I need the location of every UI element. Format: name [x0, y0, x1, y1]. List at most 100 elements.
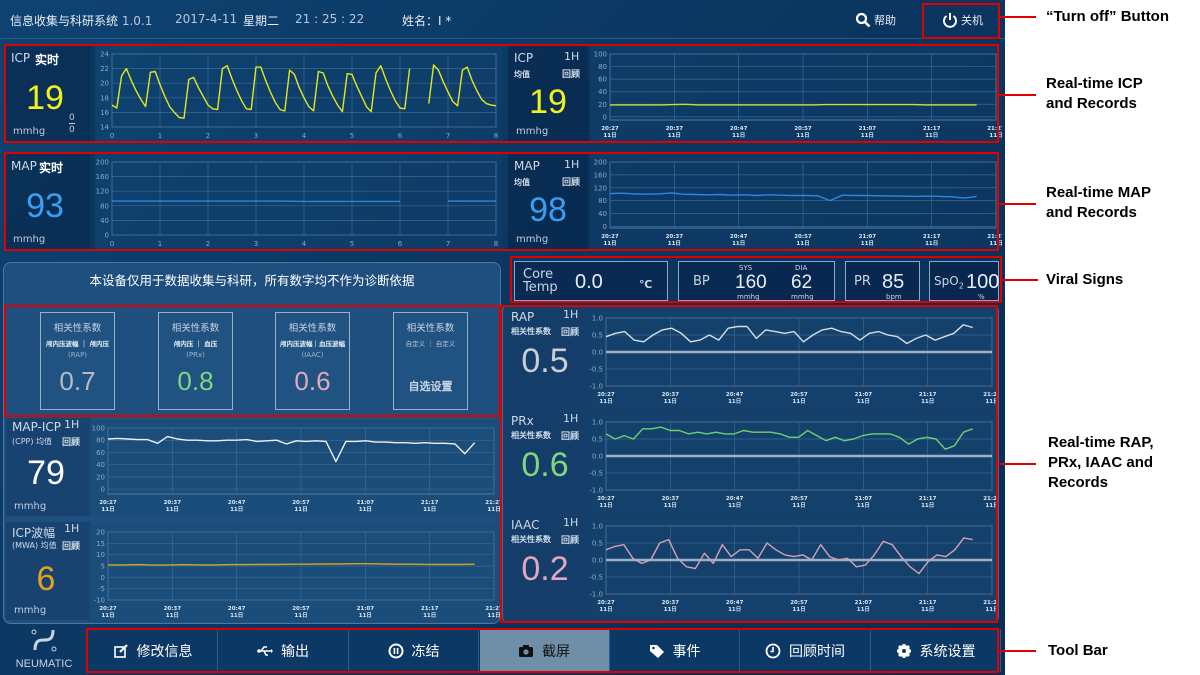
- review-button[interactable]: 回顾: [561, 432, 580, 442]
- annotation-vitals: Viral Signs: [1046, 271, 1124, 288]
- x-tick-sublabel: 11日: [603, 132, 616, 139]
- patient-name: 姓名：I *: [402, 14, 452, 28]
- annotation-icp: Real-time ICP and Records: [1046, 75, 1143, 112]
- x-tick-label: 20:47: [726, 600, 744, 606]
- usb-icon: [257, 645, 273, 656]
- y-tick-label: 0: [101, 486, 105, 494]
- correlation-box[interactable]: 相关性系数 颅内压波幅｜血压波幅 (IAAC) 0.6: [275, 312, 350, 410]
- y-tick-label: 14: [100, 124, 109, 132]
- correlation-value[interactable]: 自选设置: [408, 381, 453, 393]
- y-tick-label: 0.5: [592, 540, 603, 548]
- toolbar-button[interactable]: 截屏: [479, 629, 610, 672]
- y-tick-label: 1.0: [592, 419, 603, 427]
- y-tick-label: 160: [594, 171, 607, 179]
- review-button[interactable]: 回顾: [561, 536, 580, 546]
- annotation-box-toolbar: [86, 628, 999, 673]
- x-tick-label: 20:47: [726, 496, 744, 502]
- icp-1h-readout: ICP 1H 均值 回顾 19 mmhg: [508, 45, 590, 141]
- x-tick-sublabel: 11日: [603, 240, 616, 247]
- x-tick-label: 21:17: [421, 500, 439, 506]
- x-tick-sublabel: 11日: [989, 132, 1002, 139]
- x-tick-sublabel: 11日: [294, 506, 307, 513]
- gear-icon: [896, 643, 911, 658]
- review-button[interactable]: 回顾: [562, 178, 581, 188]
- toolbar-button[interactable]: 冻结: [349, 629, 479, 672]
- correlation-box[interactable]: 相关性系数 自定义 ｜ 自定义 自选设置: [393, 312, 468, 410]
- clock-icon: [765, 643, 781, 658]
- x-tick-label: 20:57: [794, 234, 812, 240]
- annotation-box-turnoff: [922, 3, 1000, 39]
- y-tick-label: 5: [101, 563, 105, 571]
- x-tick-label: 5: [350, 240, 354, 248]
- correlation-box[interactable]: 相关性系数 颅内压波幅 ｜ 颅内压 (RAP) 0.7: [40, 312, 115, 410]
- x-tick-sublabel: 11日: [599, 502, 612, 509]
- review-button[interactable]: 回顾: [62, 438, 81, 448]
- series-line: [605, 324, 973, 345]
- tag-icon: [649, 644, 664, 658]
- iaac-readout: IAAC 1H 相关性系数 回顾 0.2: [505, 516, 587, 616]
- x-tick-label: 20:27: [99, 500, 117, 506]
- y-tick-label: 18: [100, 94, 109, 102]
- y-tick-label: 200: [594, 159, 607, 167]
- x-tick-sublabel: 11日: [664, 398, 677, 405]
- toolbar-button[interactable]: 回顾时间: [740, 629, 871, 672]
- x-tick-sublabel: 11日: [664, 606, 677, 613]
- correlation-box[interactable]: 相关性系数 颅内压 ｜ 血压 (PRx) 0.8: [158, 312, 233, 410]
- review-button[interactable]: 回顾: [561, 328, 580, 338]
- x-tick-sublabel: 11日: [101, 506, 114, 513]
- shutdown-button[interactable]: 关机: [942, 12, 983, 28]
- y-tick-label: 40: [598, 210, 607, 218]
- map-1h-readout: MAP 1H 均值 回顾 98 mmhg: [508, 153, 590, 249]
- x-tick-label: 5: [350, 132, 354, 140]
- x-tick-sublabel: 11日: [668, 132, 681, 139]
- x-tick-sublabel: 11日: [921, 502, 934, 509]
- x-tick-sublabel: 11日: [728, 606, 741, 613]
- x-tick-label: 20:57: [790, 600, 808, 606]
- x-tick-label: 21:07: [859, 234, 877, 240]
- x-tick-label: 20:57: [790, 496, 808, 502]
- toolbar-button[interactable]: 输出: [218, 629, 349, 672]
- y-tick-label: 0: [101, 574, 105, 582]
- y-tick-label: 0.0: [592, 557, 603, 565]
- y-tick-label: 0.0: [592, 453, 603, 461]
- x-tick-sublabel: 11日: [359, 506, 372, 513]
- x-tick-label: 20:37: [662, 600, 680, 606]
- y-tick-label: -1.0: [589, 487, 603, 495]
- chart-svg: 0408012016020020:2711日20:3711日20:4711日20…: [594, 159, 1005, 248]
- annotation-box-correlations: [4, 305, 501, 417]
- rap-chart: -1.0 -0.5 0.0 0.5 1.0 20:27 11日 20:37 11日 20:47 11…: [584, 310, 1001, 408]
- x-tick-label: 3: [254, 240, 258, 248]
- date: 2017-4-11: [175, 12, 238, 26]
- annotation-box-indices: [500, 305, 998, 623]
- chart-svg: 14 16 18 20 22 24 0 1 2 3 4 5 6 7 8: [100, 51, 498, 141]
- x-tick-sublabel: 11日: [792, 606, 805, 613]
- spo2-box: SpO2 100 %: [929, 261, 999, 301]
- rap-readout: RAP 1H 相关性系数 回顾 0.5: [505, 308, 587, 408]
- app-title: 信息收集与科研系统 1.0.1: [10, 14, 153, 28]
- correlation-value: 0.8: [177, 366, 214, 396]
- annotation-line: [999, 203, 1036, 205]
- x-tick-sublabel: 11日: [861, 132, 874, 139]
- icp-realtime-readout: ICP 实时 19 mmhg 0 0: [5, 45, 95, 141]
- y-tick-label: -0.5: [589, 366, 603, 374]
- y-tick-label: 15: [96, 540, 105, 548]
- x-tick-sublabel: 11日: [166, 612, 179, 619]
- toolbar-button[interactable]: 修改信息: [88, 629, 218, 672]
- camera-icon: [519, 644, 533, 657]
- help-button[interactable]: 帮助: [855, 12, 896, 28]
- toolbar-button[interactable]: 系统设置: [871, 629, 1001, 672]
- prx-readout: PRx 1H 相关性系数 回顾 0.6: [505, 412, 587, 512]
- edit-icon: [113, 643, 128, 658]
- x-tick-label: 20:57: [794, 126, 812, 132]
- y-tick-label: 20: [96, 529, 105, 537]
- y-tick-label: 22: [100, 65, 109, 73]
- x-tick-label: 21:07: [357, 606, 375, 612]
- mwa-chart: -10 -5 0 5 10 15 20 20:27 11日 20:37 11日 20:47 11日 20:…: [86, 524, 503, 622]
- review-button[interactable]: 回顾: [62, 542, 81, 552]
- y-tick-label: -1.0: [589, 383, 603, 391]
- review-button[interactable]: 回顾: [562, 70, 581, 80]
- annotation-map: Real-time MAP and Records: [1046, 184, 1152, 221]
- x-tick-label: 20:57: [790, 392, 808, 398]
- toolbar-button[interactable]: 事件: [610, 629, 740, 672]
- x-tick-label: 20:27: [597, 496, 615, 502]
